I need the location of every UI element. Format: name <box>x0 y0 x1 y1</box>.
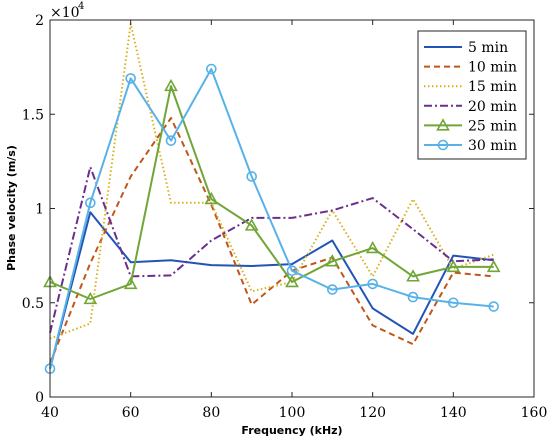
series-25-min <box>43 78 501 305</box>
legend-items: 5 min 10 min 15 min 20 min 25 min 30 min <box>424 40 517 154</box>
data-point <box>83 291 98 305</box>
series-5-min <box>49 211 494 369</box>
legend-label: 20 min <box>468 99 517 115</box>
legend-entry: 20 min <box>424 99 517 115</box>
data-point <box>165 135 177 146</box>
data-point <box>244 218 259 231</box>
data-point <box>488 301 499 312</box>
data-point <box>446 259 461 273</box>
series-30-min <box>44 63 499 375</box>
legend-entry: 25 min <box>424 118 517 134</box>
x-axis-label: Frequency (kHz) <box>241 424 342 437</box>
y-exponent-power: 4 <box>78 1 84 12</box>
data-point <box>486 259 501 273</box>
data-point <box>325 254 340 267</box>
data-point <box>85 197 96 209</box>
y-axis-label: Phase velocity (m/s) <box>5 145 18 271</box>
series-layer <box>43 22 501 375</box>
x-tick-label: 160 <box>521 405 548 421</box>
x-tick-label: 100 <box>279 405 306 421</box>
x-tick-label: 60 <box>122 405 140 421</box>
data-point <box>327 284 338 295</box>
legend-box <box>417 30 527 160</box>
data-point <box>448 297 459 309</box>
legend-label: 15 min <box>468 79 517 95</box>
data-point <box>125 73 136 84</box>
y-axis-exponent: ×10 4 <box>50 1 84 21</box>
y-tick-label: 0.5 <box>22 296 44 312</box>
series-line <box>49 117 494 364</box>
legend-label: 5 min <box>468 40 508 56</box>
x-tick-label: 140 <box>440 405 467 421</box>
legend-entry: 30 min <box>424 138 517 154</box>
data-point <box>285 274 299 288</box>
data-point <box>246 171 257 182</box>
series-20-min <box>49 166 494 334</box>
legend-entry: 5 min <box>424 40 508 56</box>
legend-label: 10 min <box>468 60 517 76</box>
data-point <box>123 276 138 290</box>
data-point <box>406 269 420 282</box>
series-15-min <box>49 22 495 340</box>
y-tick-label: 2 <box>35 13 44 29</box>
data-point <box>365 240 380 254</box>
ticks-layer: 40 60 80 100 120 140 160 0 0.5 1 1.5 2 <box>22 13 548 421</box>
legend-label: 25 min <box>468 118 517 134</box>
series-line <box>49 166 494 334</box>
data-point <box>367 278 378 290</box>
data-point <box>164 78 178 92</box>
legend: 5 min 10 min 15 min 20 min 25 min 30 min <box>417 30 527 160</box>
y-tick-label: 0 <box>35 390 44 406</box>
series-line <box>49 68 494 369</box>
data-point <box>407 291 419 303</box>
data-point <box>286 265 298 277</box>
y-exponent-base: ×10 <box>50 5 80 21</box>
series-10-min <box>49 117 494 364</box>
data-point <box>437 139 449 151</box>
data-point <box>206 63 217 75</box>
x-tick-label: 120 <box>359 405 386 421</box>
legend-label: 30 min <box>468 138 517 154</box>
series-line <box>49 85 494 300</box>
series-line <box>49 22 495 340</box>
series-line <box>49 211 494 369</box>
x-tick-label: 40 <box>41 405 59 421</box>
y-tick-label: 1.5 <box>22 107 44 123</box>
data-point <box>204 191 219 205</box>
y-tick-label: 1 <box>35 202 44 218</box>
data-point <box>436 118 450 131</box>
legend-entry: 15 min <box>424 79 517 95</box>
x-tick-label: 80 <box>202 405 220 421</box>
legend-entry: 10 min <box>424 60 517 76</box>
